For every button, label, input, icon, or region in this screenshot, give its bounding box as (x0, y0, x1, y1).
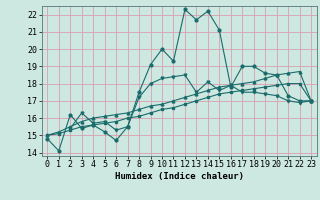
X-axis label: Humidex (Indice chaleur): Humidex (Indice chaleur) (115, 172, 244, 181)
